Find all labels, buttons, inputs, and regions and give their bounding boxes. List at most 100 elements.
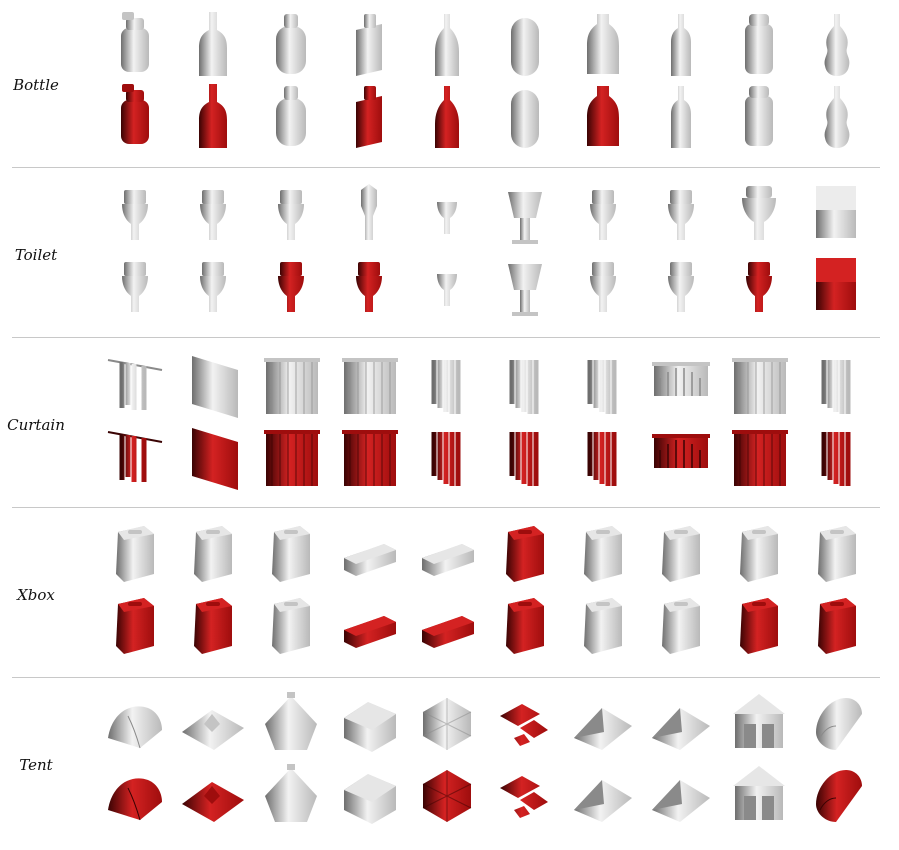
console-flat-icon — [422, 544, 474, 576]
shape-thumbnail-console — [646, 590, 716, 660]
tent-ridge-icon — [652, 780, 710, 822]
shape-thumbnail-curtain-fold-red — [568, 420, 638, 490]
shape-thumbnail-console-flat-red — [412, 590, 482, 660]
shape-thumbnail-curtain-fold — [568, 348, 638, 418]
category-label: Tent — [19, 756, 53, 774]
textured-shape-row — [100, 590, 880, 660]
shape-thumbnail-console — [568, 518, 638, 588]
textured-shape-row — [100, 420, 880, 490]
toilet-icon — [590, 262, 616, 312]
toilet-wide-icon — [508, 264, 542, 316]
shape-thumbnail-console-red — [490, 590, 560, 660]
console-icon — [194, 526, 232, 582]
section-divider — [12, 677, 880, 678]
toilet-red-icon — [746, 262, 772, 312]
shape-thumbnail-tent-ridge — [646, 688, 716, 758]
shape-thumbnail-tent-pyramid — [256, 688, 326, 758]
pump-bottle-icon — [121, 12, 149, 72]
shape-thumbnail-toilet-small — [412, 178, 482, 248]
shape-thumbnail-console-flat — [334, 518, 404, 588]
shape-thumbnail-curtain-fold — [412, 348, 482, 418]
tent-dome-icon — [108, 706, 162, 749]
curtain-wave-icon — [264, 358, 320, 414]
capsule-bottle-icon — [511, 18, 539, 76]
console-icon — [662, 598, 700, 654]
console-red-icon — [506, 526, 544, 582]
toilet-icon — [668, 262, 694, 312]
tent-hut-icon — [733, 766, 785, 820]
tent-pyramid-icon — [265, 764, 317, 822]
jar-bottle-icon — [745, 86, 773, 146]
toilet-icon — [122, 262, 148, 312]
shape-thumbnail-console-red — [178, 590, 248, 660]
flask-bottle-red-icon — [356, 86, 382, 148]
shape-thumbnail-toilet-wide — [490, 178, 560, 248]
curtain-fold-red-icon — [431, 432, 461, 486]
tent-scatter-red-icon — [500, 776, 548, 818]
shape-thumbnail-wine-bottle — [178, 8, 248, 78]
tent-scatter-red-icon — [500, 704, 548, 746]
shape-thumbnail-tent-ridge — [568, 760, 638, 830]
shape-thumbnail-curtain-wave-red — [334, 420, 404, 490]
tent-flat-red-icon — [182, 782, 244, 822]
shape-thumbnail-console-red — [802, 590, 872, 660]
shape-thumbnail-curtain-fold-red — [412, 420, 482, 490]
plain-shape-row — [100, 688, 880, 758]
curtain-fold-icon — [509, 360, 539, 414]
shape-thumbnail-console — [568, 590, 638, 660]
shape-thumbnail-tent-pyramid — [256, 760, 326, 830]
shape-thumbnail-flask-bottle-red — [334, 80, 404, 150]
toilet-box-red-icon — [816, 258, 856, 310]
shape-thumbnail-curtain-arch — [646, 348, 716, 418]
shape-thumbnail-toilet — [568, 250, 638, 320]
shape-thumbnail-toilet-big — [724, 178, 794, 248]
shape-thumbnail-console-red — [490, 518, 560, 588]
toilet-box-icon — [816, 186, 856, 238]
category-section-bottle: Bottle — [0, 0, 899, 170]
toilet-icon — [668, 190, 694, 240]
shape-thumbnail-tent-scatter-red — [490, 688, 560, 758]
category-section-curtain: Curtain — [0, 340, 899, 510]
category-label: Curtain — [7, 416, 65, 434]
shape-thumbnail-tent-hut — [724, 688, 794, 758]
shape-thumbnail-curtain-fold-red — [802, 420, 872, 490]
toilet-icon — [200, 190, 226, 240]
tent-ridge-icon — [574, 780, 632, 822]
console-icon — [116, 526, 154, 582]
curtain-wave-red-icon — [732, 430, 788, 486]
toilet-small-icon — [437, 202, 457, 234]
textured-shape-row — [100, 760, 880, 830]
shape-thumbnail-slim-bottle — [646, 8, 716, 78]
shape-thumbnail-panel — [178, 348, 248, 418]
shape-thumbnail-toilet-red — [724, 250, 794, 320]
jug-bottle-red-icon — [587, 86, 619, 146]
shape-thumbnail-curtain-wave — [256, 348, 326, 418]
shape-thumbnail-console — [256, 518, 326, 588]
category-label: Xbox — [17, 586, 55, 604]
tent-dome-red-icon — [108, 778, 162, 821]
curtain-fold-icon — [821, 360, 851, 414]
shape-thumbnail-capsule-bottle — [490, 80, 560, 150]
shape-thumbnail-curtain-fold — [802, 348, 872, 418]
shape-thumbnail-toilet — [568, 178, 638, 248]
round-bottle-icon — [276, 86, 306, 146]
tall-bottle-icon — [435, 14, 459, 76]
shape-thumbnail-toilet — [100, 250, 170, 320]
shape-thumbnail-console — [100, 518, 170, 588]
toilet-small-icon — [437, 274, 457, 306]
shape-thumbnail-curvy-bottle — [802, 80, 872, 150]
slim-bottle-icon — [671, 14, 691, 76]
console-red-icon — [116, 598, 154, 654]
toilet-red-icon — [356, 262, 382, 312]
console-icon — [272, 598, 310, 654]
console-icon — [272, 526, 310, 582]
curtain-arch-icon — [652, 362, 710, 396]
shape-thumbnail-tent-dome — [100, 688, 170, 758]
shape-thumbnail-toilet-small — [412, 250, 482, 320]
section-divider — [12, 167, 880, 168]
console-icon — [662, 526, 700, 582]
console-flat-red-icon — [344, 616, 396, 648]
shape-thumbnail-tall-bottle-red — [412, 80, 482, 150]
curtain-fold-red-icon — [821, 432, 851, 486]
shape-thumbnail-tent-ridge — [568, 688, 638, 758]
